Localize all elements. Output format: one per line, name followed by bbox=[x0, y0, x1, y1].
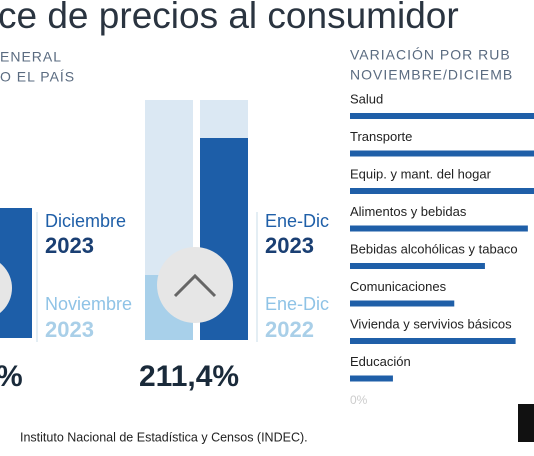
bar bbox=[350, 375, 393, 382]
chevron bbox=[173, 273, 217, 298]
category-label: Comunicaciones bbox=[350, 279, 447, 294]
bar bbox=[350, 225, 528, 232]
logo bbox=[518, 404, 534, 442]
year: 2022 bbox=[265, 317, 314, 342]
category-label: Transporte bbox=[350, 129, 412, 144]
year: 2023 bbox=[45, 317, 94, 342]
category-label: Bebidas alcohólicas y tabaco bbox=[350, 241, 518, 256]
bar-group: Salud Transporte Equip. y mant. del hogar A… bbox=[350, 91, 534, 382]
bar bbox=[350, 300, 455, 307]
subtitle: O EL PAÍS bbox=[0, 69, 75, 85]
subtitle: ENERAL bbox=[0, 49, 62, 65]
category-label: Equip. y mant. del hogar bbox=[350, 166, 492, 181]
value: 211,4% bbox=[139, 360, 239, 393]
category-label: Salud bbox=[350, 91, 383, 106]
bar bbox=[350, 188, 534, 194]
subtitle: NOVIEMBRE/DICIEMB bbox=[350, 67, 513, 83]
icon bbox=[157, 247, 233, 323]
label: Diciembre bbox=[45, 211, 126, 231]
bar bbox=[350, 113, 534, 119]
footer: Instituto Nacional de Estadística y Cens… bbox=[20, 430, 308, 444]
year: 2023 bbox=[45, 233, 94, 258]
title: ce de precios al consumidor bbox=[0, 0, 459, 36]
bar bbox=[350, 150, 534, 157]
label: Ene-Dic bbox=[265, 211, 329, 231]
label: Ene-Dic bbox=[265, 294, 329, 314]
category-label: Educación bbox=[350, 354, 411, 369]
category-label: Alimentos y bebidas bbox=[350, 204, 467, 219]
year: 2023 bbox=[265, 233, 314, 258]
subtitle: VARIACIÓN POR RUB bbox=[350, 47, 511, 63]
category-label: Vivienda y servivios básicos bbox=[350, 316, 512, 331]
icon bbox=[0, 263, 12, 313]
label: Noviembre bbox=[45, 294, 132, 314]
bar bbox=[350, 338, 516, 344]
bar bbox=[350, 263, 485, 269]
axis-label: 0% bbox=[350, 393, 368, 407]
value: % bbox=[0, 360, 23, 393]
